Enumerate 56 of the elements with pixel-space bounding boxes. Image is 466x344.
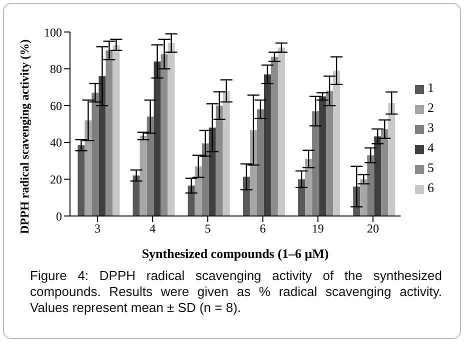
bar xyxy=(188,186,195,216)
bar xyxy=(216,106,223,216)
y-tick-label: 80 xyxy=(50,62,62,76)
x-tick-label: 6 xyxy=(260,222,266,236)
bar xyxy=(305,158,312,216)
bar xyxy=(202,143,209,216)
bar xyxy=(319,96,326,216)
bar xyxy=(154,61,161,216)
bar xyxy=(312,111,320,216)
x-axis-title: Synthesized compounds (1–6 μM) xyxy=(142,246,329,261)
bar xyxy=(222,90,230,216)
bar xyxy=(256,109,264,216)
legend-label: 4 xyxy=(428,140,434,155)
caption: Figure 4: DPPH radical scavenging activity of the synthesized compounds. Results were given as % radical scavenging activity. Values represent mean ± SD (n = 8). xyxy=(30,268,442,316)
legend-label: 1 xyxy=(428,80,434,95)
bar xyxy=(333,70,340,216)
y-tick-label: 40 xyxy=(50,136,62,150)
x-tick-label: 3 xyxy=(94,222,101,236)
legend-label: 2 xyxy=(428,100,434,115)
bar xyxy=(264,74,271,216)
y-tick-label: 20 xyxy=(50,172,62,186)
bar xyxy=(106,50,113,216)
bar xyxy=(298,179,306,216)
bar xyxy=(92,92,99,216)
x-tick-label: 20 xyxy=(366,222,379,236)
bar xyxy=(132,176,140,216)
bar xyxy=(146,116,154,216)
y-axis-title: DPPH radical scavenging activity (%) xyxy=(17,39,32,234)
bar xyxy=(112,44,120,216)
legend-label: 5 xyxy=(428,160,434,175)
bar xyxy=(270,56,278,216)
bar xyxy=(160,54,168,216)
x-tick-label: 5 xyxy=(204,222,211,236)
bar xyxy=(250,130,257,216)
bar xyxy=(388,103,396,216)
bar xyxy=(140,136,147,216)
bar xyxy=(381,129,388,216)
x-tick-label: 4 xyxy=(150,222,156,236)
legend-label: 6 xyxy=(428,180,434,195)
bar xyxy=(194,166,202,216)
bar xyxy=(168,43,175,216)
bar xyxy=(278,48,285,216)
bar xyxy=(360,179,368,216)
legend-label: 3 xyxy=(428,120,434,135)
bar xyxy=(78,145,85,216)
y-tick-label: 60 xyxy=(50,98,62,113)
y-tick-label: 0 xyxy=(56,209,62,224)
bar xyxy=(242,176,250,216)
bar xyxy=(367,155,374,216)
y-tick-label: 100 xyxy=(44,25,62,40)
bar xyxy=(84,120,92,216)
bar xyxy=(374,136,382,216)
bar xyxy=(326,90,334,216)
bar xyxy=(208,128,216,216)
x-tick-label: 19 xyxy=(312,222,324,236)
bar xyxy=(98,76,106,216)
